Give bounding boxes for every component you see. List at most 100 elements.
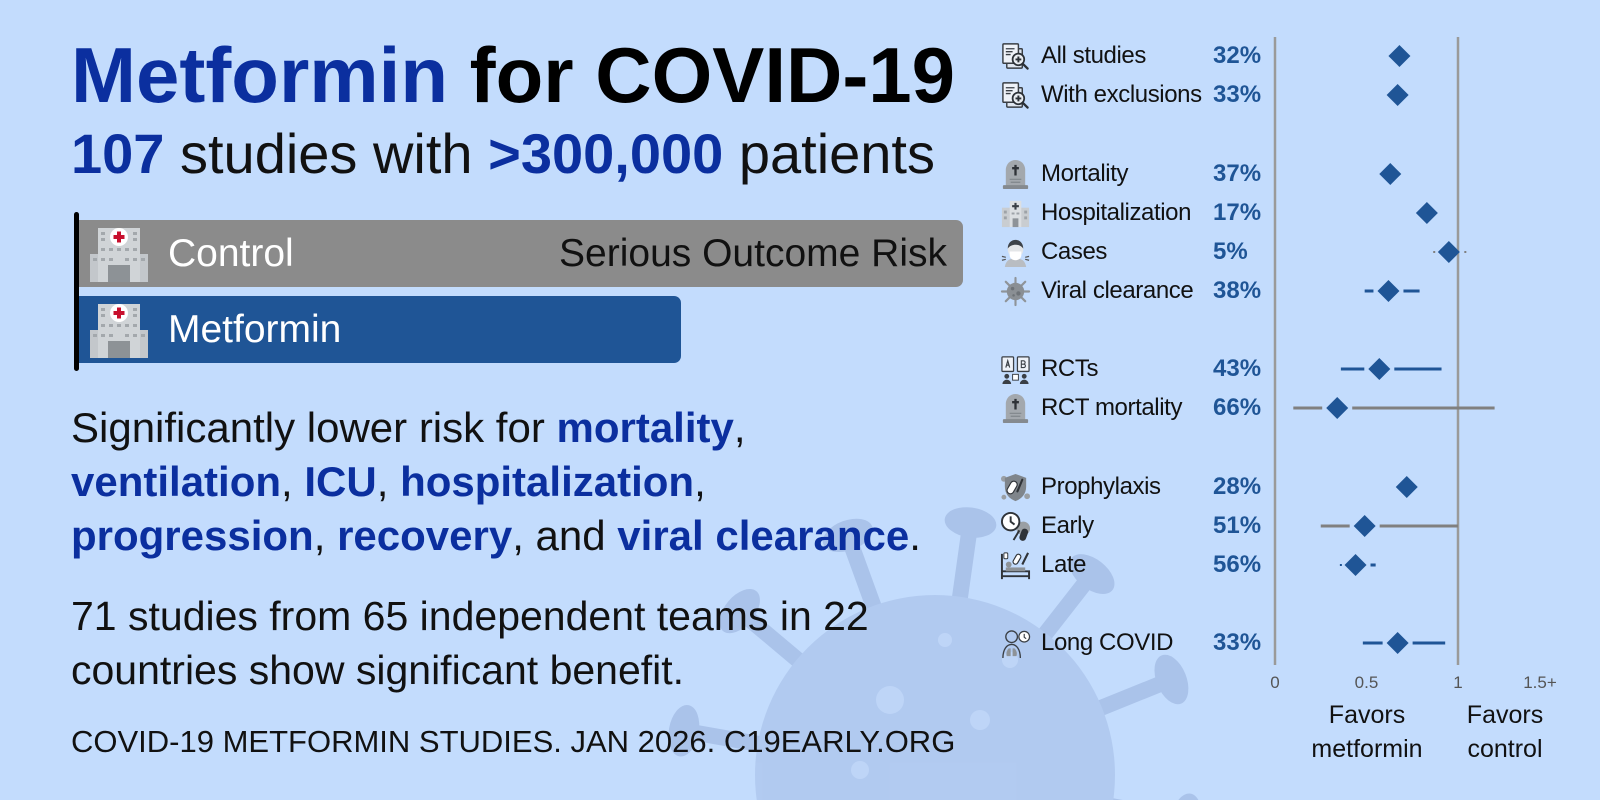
risk-bars-axis: [74, 212, 79, 371]
effect-diamond: [1344, 554, 1367, 576]
row-improvement: 33%: [1213, 81, 1262, 108]
outcome-highlight: recovery: [337, 512, 513, 559]
evidence-statement: 71 studies from 65 independent teams in …: [71, 589, 869, 697]
row-improvement: 32%: [1213, 42, 1262, 69]
separator: ,: [376, 458, 401, 505]
virus-icon: [1000, 276, 1031, 307]
effect-diamond: [1386, 632, 1409, 654]
row-label: Cases: [1041, 238, 1108, 265]
forest-row: RCT mortality 66%: [998, 392, 1268, 424]
documents-search-icon: [1000, 80, 1031, 111]
row-label: Mortality: [1041, 160, 1129, 187]
row-label: RCTs: [1041, 355, 1099, 382]
row-improvement: 51%: [1213, 512, 1262, 539]
separator: ,: [733, 404, 746, 451]
effect-diamond: [1388, 45, 1411, 67]
row-improvement: 56%: [1213, 551, 1262, 578]
row-improvement: 38%: [1213, 277, 1262, 304]
evidence-line-1: 71 studies from 65 independent teams in …: [71, 593, 869, 639]
forest-row: Mortality 37%: [998, 158, 1268, 190]
tombstone-icon: [1000, 159, 1031, 190]
favors-treatment-label: Favors: [1329, 701, 1405, 729]
hospital-icon: [90, 302, 148, 358]
confidence-interval: [1433, 251, 1436, 253]
shield-pills-icon: [1000, 472, 1031, 503]
summary-line-3: progression, recovery, and viral clearan…: [71, 509, 921, 563]
summary-line-1: Significantly lower risk for mortality,: [71, 401, 921, 455]
forest-row: Early 51%: [998, 510, 1268, 542]
x-tick: 1.5+: [1523, 673, 1557, 692]
separator: , and: [512, 512, 618, 559]
hospital-bed-icon: [1000, 550, 1031, 581]
documents-search-icon: [1000, 41, 1031, 72]
outcomes-summary: Significantly lower risk for mortality , …: [71, 401, 921, 563]
effect-diamond: [1326, 397, 1349, 419]
outcome-highlight: viral clearance: [617, 512, 910, 559]
separator: ,: [313, 512, 338, 559]
outcome-highlight: ICU: [304, 458, 377, 505]
hospital-icon: [90, 226, 148, 282]
effect-diamond: [1386, 84, 1409, 106]
hospital-icon: [1000, 198, 1031, 229]
forest-markers: [1293, 45, 1495, 654]
outcome-highlight: progression: [71, 512, 314, 559]
effect-diamond: [1437, 241, 1460, 263]
effect-diamond: [1368, 358, 1391, 380]
confidence-interval: [1339, 564, 1342, 566]
row-label: RCT mortality: [1041, 394, 1183, 421]
forest-row: Late 56%: [998, 549, 1268, 581]
row-label: Long COVID: [1041, 629, 1174, 656]
row-improvement: 5%: [1213, 238, 1248, 265]
title-drug: Metformin: [71, 31, 448, 119]
row-label: Late: [1041, 551, 1087, 578]
treatment-label: Metformin: [168, 307, 342, 351]
treatment-risk-bar: Metformin: [79, 296, 681, 363]
row-improvement: 66%: [1213, 394, 1262, 421]
control-label: Control: [168, 231, 294, 275]
forest-row: Cases 5%: [998, 236, 1268, 268]
outcome-label: Serious Outcome Risk: [559, 231, 947, 275]
patients-text: patients: [723, 122, 935, 185]
outcome-highlight: mortality: [556, 404, 734, 451]
row-label: Hospitalization: [1041, 199, 1192, 226]
confidence-interval: [1464, 251, 1467, 253]
studies-count: 107: [71, 122, 165, 185]
studies-text: studies with: [164, 122, 489, 185]
separator: ,: [694, 458, 706, 505]
summary-prefix: Significantly lower risk for: [71, 404, 557, 451]
forest-row: Long COVID 33%: [998, 627, 1268, 659]
favors-treatment-label: metformin: [1311, 735, 1422, 763]
x-tick: 0: [1270, 673, 1279, 692]
row-label: Prophylaxis: [1041, 473, 1161, 500]
row-label: With exclusions: [1041, 81, 1202, 108]
effect-diamond: [1395, 476, 1418, 498]
outcome-highlight: hospitalization: [400, 458, 695, 505]
patients-count: >300,000: [488, 122, 724, 185]
separator: .: [909, 512, 921, 559]
forest-row: All studies 32%: [998, 40, 1268, 72]
row-label: Early: [1041, 512, 1094, 539]
effect-diamond: [1377, 280, 1400, 302]
effect-diamond: [1353, 515, 1376, 537]
row-label: All studies: [1041, 42, 1146, 69]
row-improvement: 37%: [1213, 160, 1262, 187]
row-improvement: 28%: [1213, 473, 1262, 500]
title-rest: for COVID-19: [447, 31, 956, 119]
favors-control-label: Favors: [1467, 701, 1543, 729]
masked-person-icon: [1000, 237, 1031, 268]
forest-row: Hospitalization 17%: [998, 197, 1268, 229]
evidence-line-2: countries show significant benefit.: [71, 647, 685, 693]
effect-diamond: [1415, 202, 1438, 224]
separator: ,: [281, 458, 305, 505]
page-title: Metformin for COVID-19: [71, 36, 955, 114]
tombstone-icon: [1000, 393, 1031, 424]
row-improvement: 33%: [1213, 629, 1262, 656]
row-improvement: 43%: [1213, 355, 1262, 382]
forest-row: Viral clearance 38%: [998, 275, 1268, 307]
row-improvement: 17%: [1213, 199, 1262, 226]
control-risk-bar: Control Serious Outcome Risk: [79, 220, 963, 287]
long-covid-icon: [1000, 628, 1031, 659]
favors-control-label: control: [1467, 735, 1542, 763]
row-label: Viral clearance: [1041, 277, 1194, 304]
footer-source: COVID-19 METFORMIN STUDIES. JAN 2026. C1…: [71, 724, 956, 759]
